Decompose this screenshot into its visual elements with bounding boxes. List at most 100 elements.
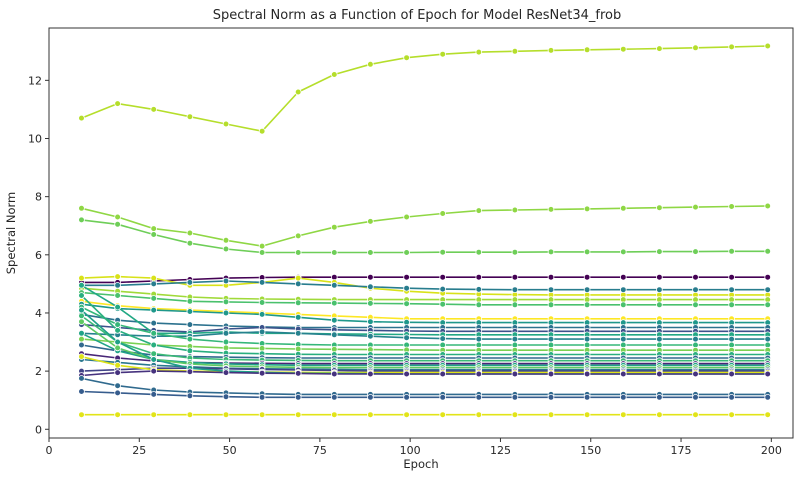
data-point xyxy=(150,280,158,288)
data-point xyxy=(439,300,447,308)
data-point xyxy=(78,281,85,289)
series-line xyxy=(81,275,768,296)
data-point xyxy=(258,279,266,286)
series-layer xyxy=(78,42,771,419)
data-point xyxy=(258,249,266,256)
data-point xyxy=(547,248,555,256)
data-point xyxy=(619,286,627,294)
data-point xyxy=(692,203,699,211)
data-point xyxy=(78,329,85,337)
data-point xyxy=(619,301,627,309)
data-point xyxy=(186,297,194,305)
data-point xyxy=(330,299,338,307)
data-point xyxy=(619,45,627,53)
data-point xyxy=(222,369,230,376)
data-point xyxy=(294,280,302,288)
series-line xyxy=(81,390,768,399)
data-point xyxy=(78,274,85,282)
data-point xyxy=(294,411,302,419)
data-point xyxy=(294,299,302,307)
data-point xyxy=(547,370,555,378)
data-point xyxy=(150,319,158,327)
data-point xyxy=(330,281,338,289)
series-line xyxy=(81,338,768,352)
data-point xyxy=(150,411,158,419)
data-point xyxy=(78,312,85,320)
data-point xyxy=(150,350,158,358)
data-point xyxy=(403,273,410,281)
series-line xyxy=(81,306,768,346)
series-11 xyxy=(78,311,771,331)
data-point xyxy=(186,229,194,237)
data-point xyxy=(222,393,230,401)
data-point xyxy=(511,273,519,281)
data-point xyxy=(150,274,158,282)
data-point xyxy=(186,113,194,120)
data-point xyxy=(511,286,519,294)
data-point xyxy=(330,223,338,231)
data-point xyxy=(114,369,121,376)
data-point xyxy=(258,393,266,401)
data-point xyxy=(656,248,663,255)
data-point xyxy=(78,318,85,326)
data-point xyxy=(511,206,519,214)
data-point xyxy=(764,335,771,343)
data-point xyxy=(547,286,555,294)
x-tick-label: 50 xyxy=(223,444,237,457)
data-point xyxy=(511,47,519,55)
data-point xyxy=(583,301,591,309)
data-point xyxy=(692,286,699,294)
data-point xyxy=(294,329,302,337)
data-point xyxy=(439,273,447,281)
data-point xyxy=(439,285,447,293)
data-point xyxy=(150,367,158,375)
data-point xyxy=(403,334,410,342)
series-6 xyxy=(78,277,771,294)
data-point xyxy=(294,232,302,240)
series-line xyxy=(81,219,768,254)
data-point xyxy=(619,273,627,281)
data-point xyxy=(692,273,699,281)
data-point xyxy=(114,303,121,311)
data-point xyxy=(150,106,158,113)
data-point xyxy=(583,393,591,401)
data-point xyxy=(222,298,230,306)
data-point xyxy=(511,411,519,419)
data-point xyxy=(222,245,230,253)
data-point xyxy=(547,411,555,419)
data-point xyxy=(150,341,158,349)
data-point xyxy=(439,248,447,256)
series-line xyxy=(81,377,768,396)
series-28 xyxy=(78,375,771,398)
data-point xyxy=(294,274,302,282)
data-point xyxy=(114,281,121,289)
data-point xyxy=(692,370,699,378)
data-point xyxy=(186,368,194,376)
data-point xyxy=(114,344,121,352)
data-point xyxy=(439,411,447,419)
data-point xyxy=(367,249,374,256)
data-point xyxy=(403,370,410,378)
x-axis: 0 25 50 75 100 125 150 175 200 xyxy=(46,438,782,457)
data-point xyxy=(114,411,121,419)
series-line xyxy=(81,205,768,247)
data-point xyxy=(186,335,194,343)
data-point xyxy=(547,206,555,213)
data-point xyxy=(547,47,555,54)
data-point xyxy=(114,273,121,280)
data-point xyxy=(330,370,338,378)
series-9 xyxy=(78,297,771,323)
data-point xyxy=(511,393,519,401)
data-point xyxy=(258,127,266,135)
data-point xyxy=(764,301,771,309)
data-point xyxy=(258,311,266,318)
data-point xyxy=(764,393,771,401)
data-point xyxy=(728,286,735,294)
data-point xyxy=(114,100,121,107)
data-point xyxy=(728,370,735,378)
data-point xyxy=(692,44,699,52)
data-point xyxy=(330,316,338,324)
data-point xyxy=(656,286,663,294)
data-point xyxy=(656,393,663,401)
